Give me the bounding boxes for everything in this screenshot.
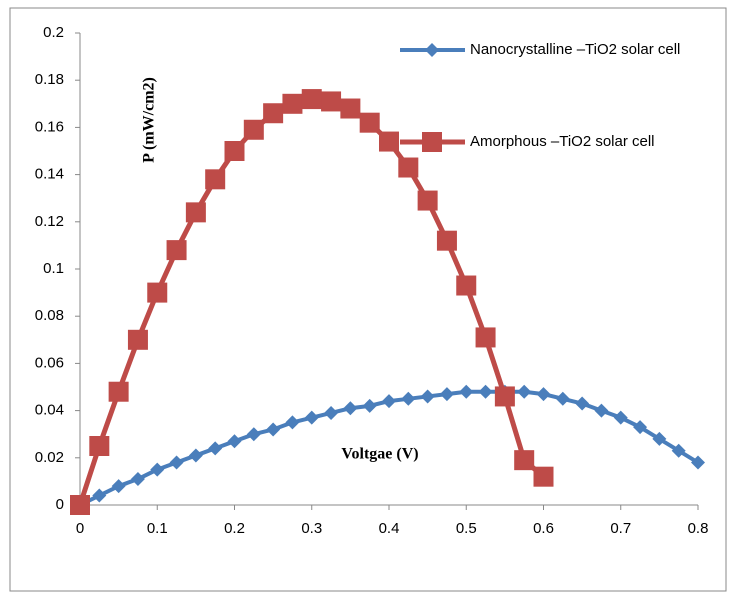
x-tick-label: 0.1 <box>147 520 168 537</box>
x-tick-label: 0.6 <box>533 520 554 537</box>
chart-frame <box>9 7 727 592</box>
marker <box>517 384 532 399</box>
x-axis-title: Voltgae (V) <box>341 446 418 463</box>
marker <box>533 466 554 487</box>
marker <box>188 448 203 463</box>
marker <box>89 436 110 456</box>
y-tick-label: 0.06 <box>35 354 64 371</box>
marker <box>456 275 477 296</box>
marker <box>243 119 264 140</box>
marker <box>301 89 322 110</box>
marker <box>536 387 551 402</box>
marker <box>343 401 358 416</box>
marker <box>652 431 667 446</box>
marker <box>246 427 261 442</box>
marker <box>633 420 648 435</box>
y-tick-label: 0.18 <box>35 71 64 88</box>
marker <box>398 157 419 178</box>
legend-label: Amorphous –TiO2 solar cell <box>470 133 655 150</box>
marker <box>514 450 535 471</box>
marker <box>169 455 184 470</box>
marker <box>108 381 129 402</box>
y-tick-label: 0.02 <box>35 449 64 466</box>
y-tick-label: 0.16 <box>35 118 64 135</box>
marker <box>555 391 570 406</box>
marker <box>147 282 168 303</box>
marker <box>417 190 438 211</box>
legend-marker <box>422 132 442 152</box>
marker <box>420 389 435 404</box>
x-tick-label: 0.4 <box>379 520 400 537</box>
marker <box>304 410 319 425</box>
marker <box>111 479 126 494</box>
marker <box>691 455 705 470</box>
marker <box>282 93 303 114</box>
marker <box>362 398 377 413</box>
legend-label: Nanocrystalline –TiO2 solar cell <box>470 41 680 58</box>
marker <box>321 91 342 112</box>
x-tick-label: 0.8 <box>688 520 709 537</box>
marker <box>459 384 474 399</box>
y-tick-label: 0.1 <box>43 260 64 277</box>
marker <box>263 103 284 124</box>
marker <box>475 327 496 348</box>
x-tick-label: 0 <box>76 520 84 537</box>
marker <box>185 202 206 223</box>
marker <box>401 391 416 406</box>
marker <box>478 384 493 399</box>
marker <box>494 386 515 407</box>
marker <box>379 131 399 152</box>
x-tick-label: 0.7 <box>610 520 631 537</box>
y-tick-label: 0 <box>56 496 64 513</box>
marker <box>594 403 609 418</box>
y-tick-label: 0.14 <box>35 166 64 183</box>
marker <box>613 410 628 425</box>
marker <box>150 462 165 477</box>
marker <box>285 415 300 430</box>
marker <box>266 422 281 437</box>
marker <box>208 441 223 456</box>
marker <box>205 169 226 190</box>
marker <box>324 405 339 420</box>
x-tick-label: 0.5 <box>456 520 477 537</box>
legend-marker <box>425 43 439 57</box>
marker <box>382 394 396 409</box>
y-tick-label: 0.08 <box>35 307 64 324</box>
marker <box>671 443 686 458</box>
marker <box>70 495 90 515</box>
marker <box>575 396 590 411</box>
marker <box>130 472 145 487</box>
y-axis-title: P (mW/cm2) <box>141 77 158 163</box>
marker <box>439 387 454 402</box>
x-tick-label: 0.2 <box>224 520 245 537</box>
y-tick-label: 0.12 <box>35 213 64 230</box>
marker <box>359 112 380 133</box>
marker <box>340 98 361 119</box>
marker <box>166 240 187 261</box>
marker <box>227 434 242 449</box>
marker <box>224 141 245 161</box>
y-tick-label: 0.2 <box>43 24 64 41</box>
x-tick-label: 0.3 <box>301 520 322 537</box>
marker <box>127 329 148 350</box>
y-tick-label: 0.04 <box>35 402 64 419</box>
marker <box>92 488 107 503</box>
marker <box>436 230 457 251</box>
